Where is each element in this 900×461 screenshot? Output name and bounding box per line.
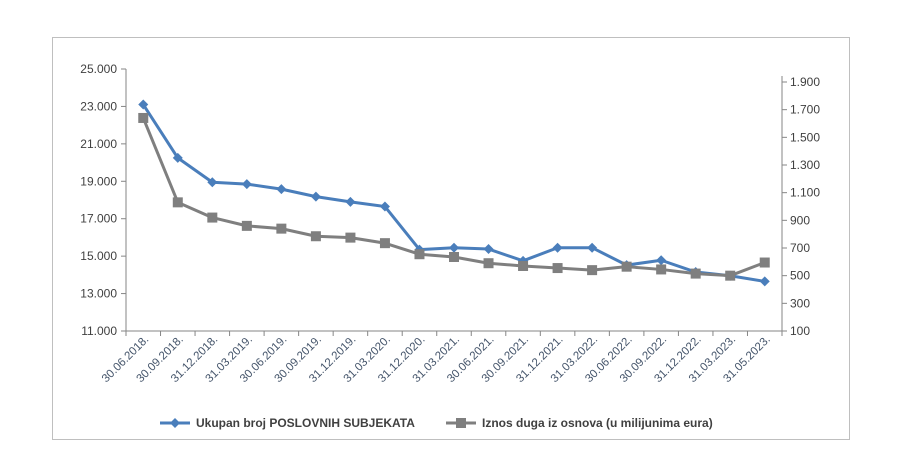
left-tick-label: 17.000 bbox=[80, 212, 117, 226]
square-marker bbox=[379, 238, 390, 249]
left-tick-label: 21.000 bbox=[80, 137, 117, 151]
right-tick-label: 1.100 bbox=[790, 186, 820, 200]
square-marker bbox=[552, 263, 563, 274]
legend-label-subjects: Ukupan broj POSLOVNIH SUBJEKATA bbox=[196, 416, 415, 430]
diamond-marker bbox=[310, 191, 321, 202]
diamond-marker bbox=[138, 99, 149, 110]
square-marker bbox=[241, 220, 252, 231]
legend-square-marker bbox=[456, 418, 466, 428]
diamond-marker bbox=[276, 184, 287, 195]
square-marker bbox=[483, 258, 494, 269]
series-group bbox=[138, 99, 770, 287]
legend: Ukupan broj POSLOVNIH SUBJEKATA Iznos dug… bbox=[160, 416, 713, 430]
diamond-marker bbox=[552, 242, 563, 253]
diamond-marker bbox=[483, 244, 494, 255]
diamond-marker bbox=[656, 255, 667, 266]
right-tick-label: 1.900 bbox=[790, 75, 820, 89]
left-tick-label: 13.000 bbox=[80, 287, 117, 301]
right-tick-label: 1.700 bbox=[790, 103, 820, 117]
right-tick-label: 500 bbox=[790, 269, 810, 283]
diamond-marker bbox=[449, 242, 459, 253]
axes: 11.000 13.000 15.000 17.000 19.000 21.000 23.0… bbox=[80, 62, 820, 385]
square-marker bbox=[518, 260, 529, 271]
legend-diamond-marker bbox=[170, 418, 180, 428]
square-marker bbox=[172, 197, 183, 208]
square-marker bbox=[414, 249, 425, 260]
square-marker bbox=[621, 261, 632, 272]
diamond-marker bbox=[345, 196, 356, 207]
diamond-marker bbox=[759, 276, 770, 287]
diamond-marker bbox=[241, 179, 252, 190]
legend-label-debt: Iznos duga iz osnova (u milijunima eura) bbox=[482, 416, 713, 430]
square-marker bbox=[138, 112, 149, 123]
square-marker bbox=[310, 231, 321, 242]
right-tick-label: 900 bbox=[790, 213, 810, 227]
right-tick-label: 300 bbox=[790, 296, 810, 310]
square-marker bbox=[449, 251, 459, 262]
left-tick-label: 19.000 bbox=[80, 174, 117, 188]
right-tick-label: 1.500 bbox=[790, 130, 820, 144]
square-marker bbox=[276, 223, 287, 234]
left-tick-label: 15.000 bbox=[80, 249, 117, 263]
right-tick-label: 700 bbox=[790, 241, 810, 255]
square-marker bbox=[656, 264, 667, 275]
left-tick-label: 25.000 bbox=[80, 62, 117, 76]
square-marker bbox=[345, 232, 356, 243]
square-marker bbox=[690, 268, 701, 279]
diamond-marker bbox=[172, 152, 183, 163]
square-marker bbox=[759, 257, 770, 268]
chart-frame bbox=[52, 37, 850, 440]
right-tick-label: 1.300 bbox=[790, 158, 820, 172]
diamond-marker bbox=[207, 177, 218, 188]
square-marker bbox=[587, 265, 598, 276]
right-tick-label: 100 bbox=[790, 324, 810, 338]
diamond-marker bbox=[379, 201, 390, 212]
left-tick-label: 23.000 bbox=[80, 99, 117, 113]
left-tick-label: 11.000 bbox=[81, 324, 117, 338]
diamond-marker bbox=[587, 242, 598, 253]
square-marker bbox=[725, 270, 736, 281]
square-marker bbox=[207, 212, 218, 223]
